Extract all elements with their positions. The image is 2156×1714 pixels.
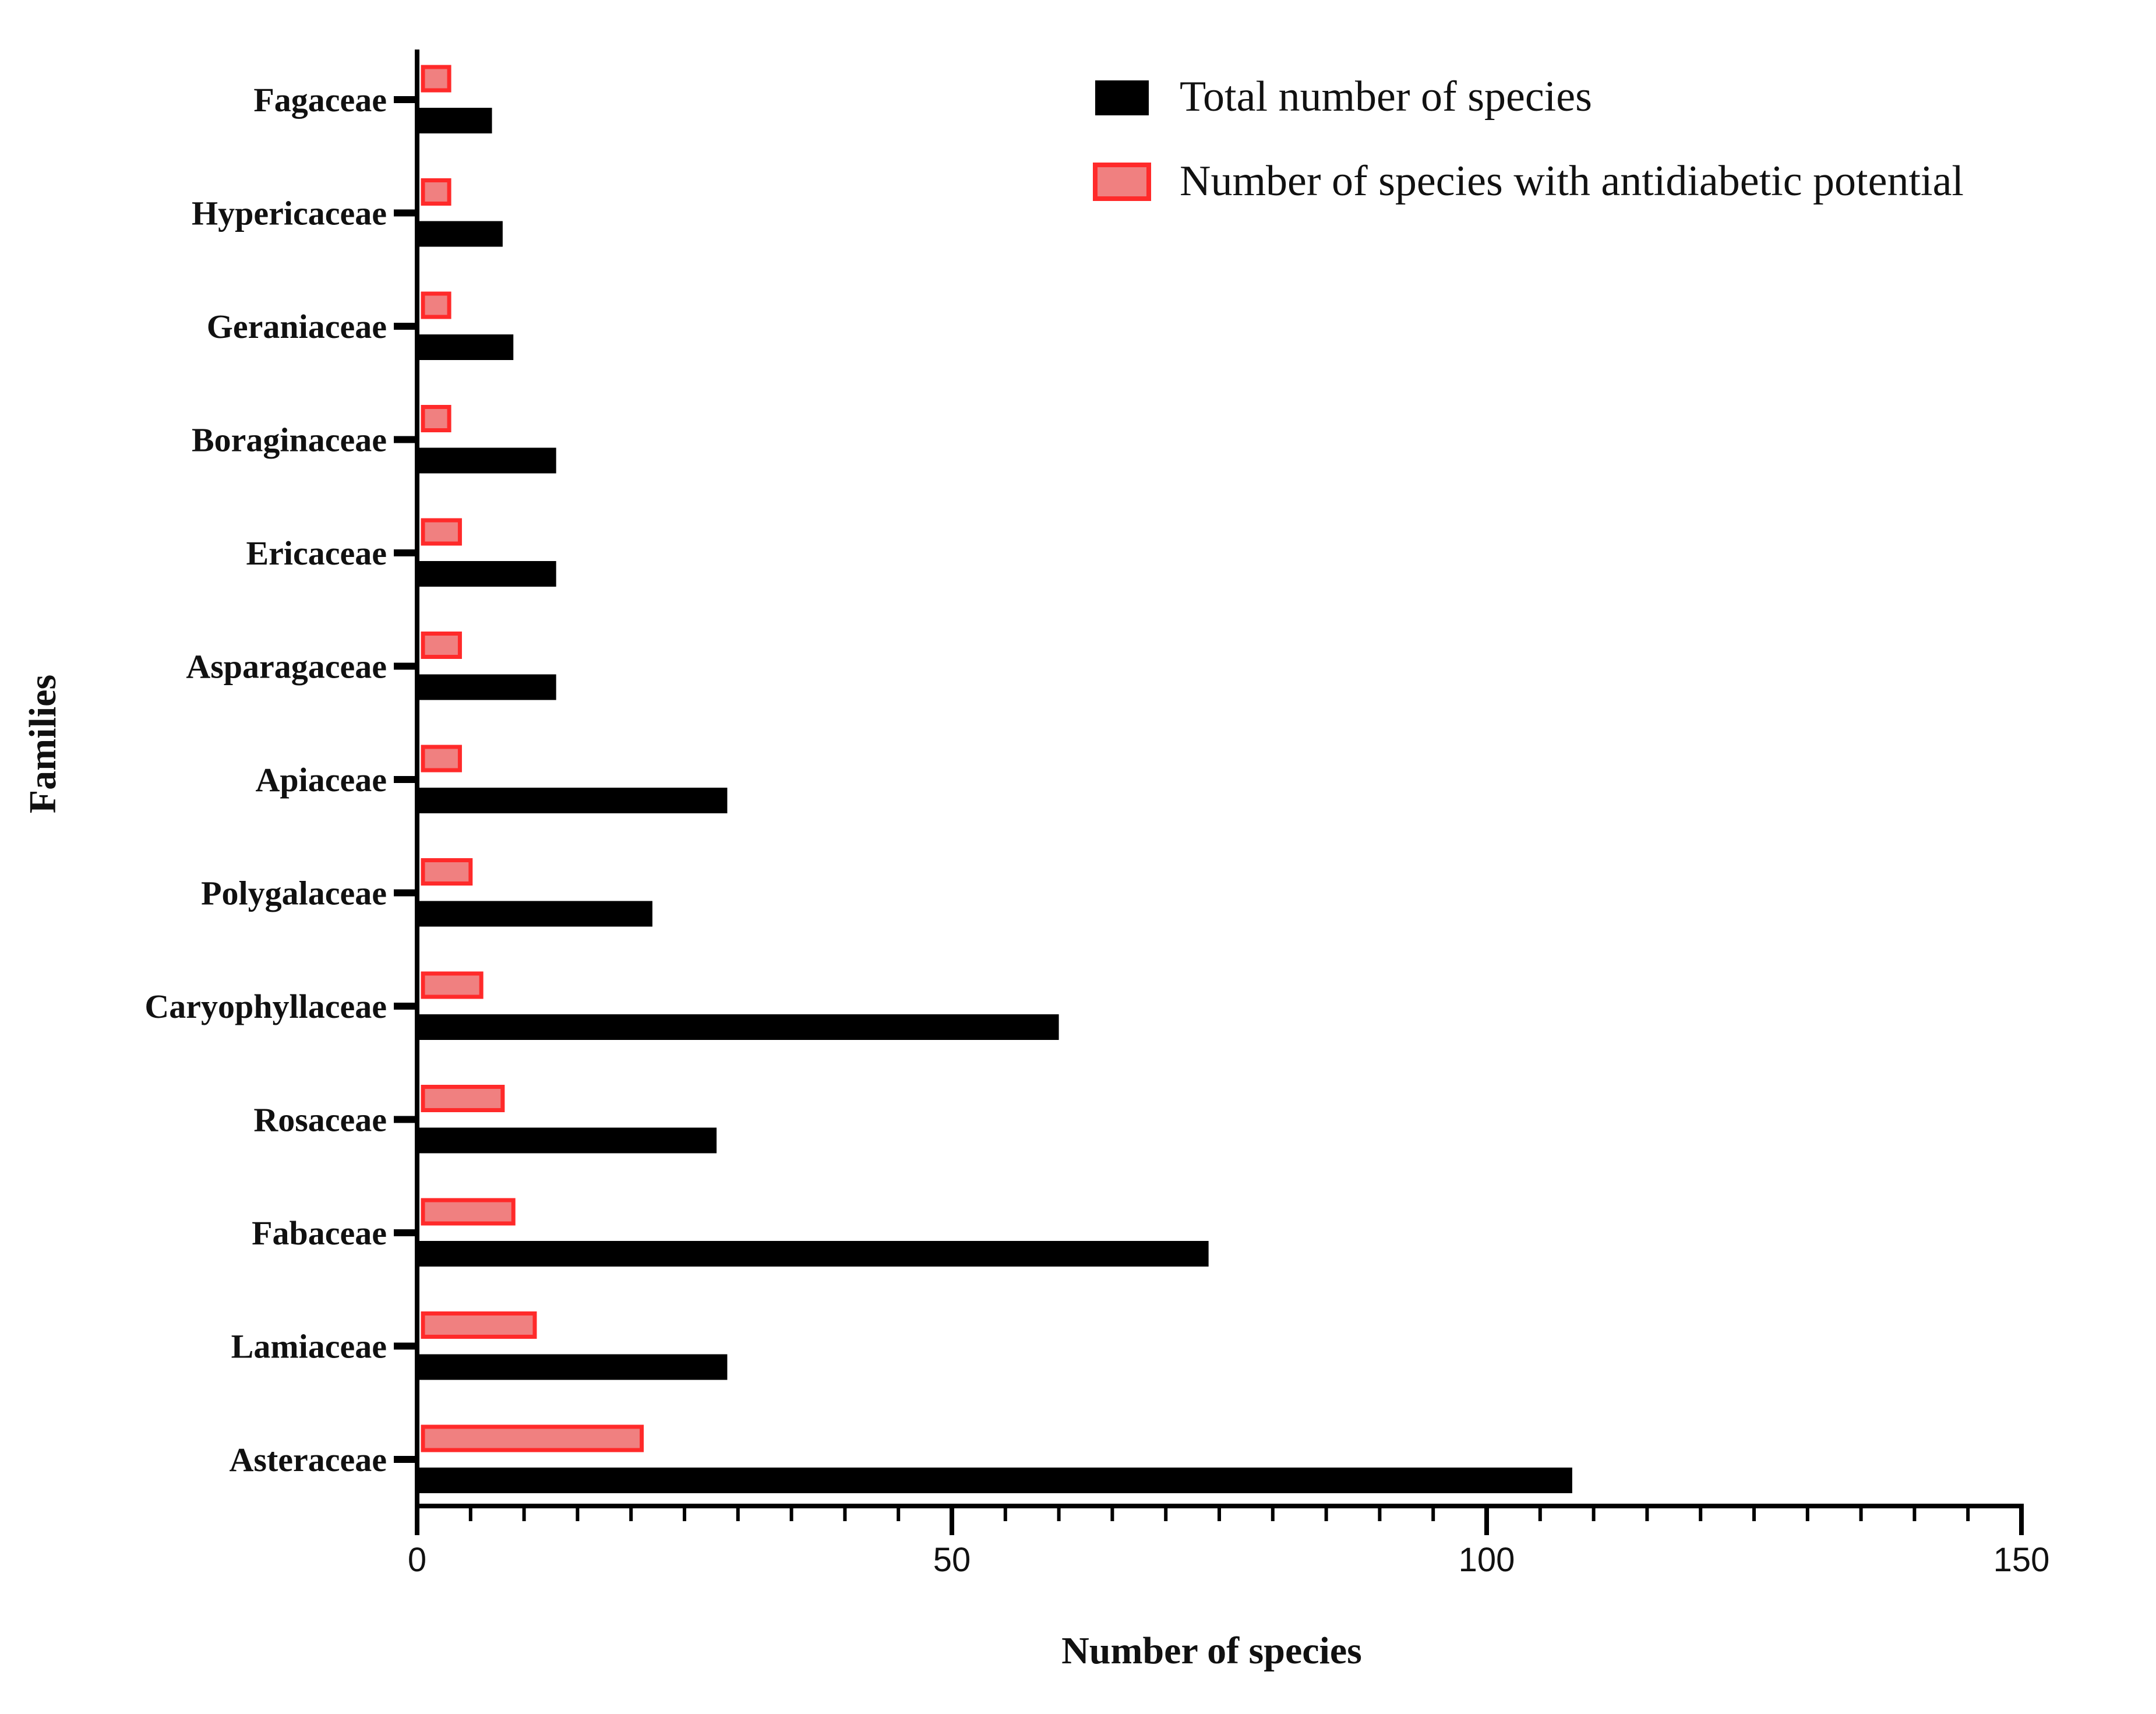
y-tick-label-polygalaceae: Polygalaceae xyxy=(201,874,387,912)
legend: Total number of species Number of specie… xyxy=(1093,73,1964,205)
bar-total-asteraceae xyxy=(417,1468,1572,1493)
bar-total-rosaceae xyxy=(417,1127,717,1154)
y-tick-label-apiaceae: Apiaceae xyxy=(256,761,387,799)
bar-antidiabetic-asteraceae xyxy=(421,1424,644,1452)
y-tick-label-fagaceae: Fagaceae xyxy=(253,81,387,119)
bar-antidiabetic-polygalaceae xyxy=(421,858,473,886)
x-tick-label-0: 0 xyxy=(408,1541,426,1579)
bar-total-lamiaceae xyxy=(417,1354,728,1380)
axes-layer xyxy=(394,50,2024,1535)
bars-layer xyxy=(417,65,1572,1493)
y-tick-label-boraginaceae: Boraginaceae xyxy=(192,421,387,459)
y-tick-label-lamiaceae: Lamiaceae xyxy=(231,1328,387,1366)
bar-antidiabetic-fabaceae xyxy=(421,1198,516,1226)
bar-antidiabetic-hypericaceae xyxy=(421,178,451,206)
bar-antidiabetic-apiaceae xyxy=(421,745,462,773)
legend-label-total: Total number of species xyxy=(1180,73,1592,121)
bar-total-apiaceae xyxy=(417,788,728,813)
legend-label-antidiabetic: Number of species with antidiabetic pote… xyxy=(1180,157,1964,205)
bar-total-ericaceae xyxy=(417,561,556,587)
labels-layer: Asteraceae Lamiaceae Fabaceae Rosaceae Caryo… xyxy=(144,81,2049,1579)
y-tick-label-caryophyllaceae: Caryophyllaceae xyxy=(144,988,387,1025)
x-tick-label-150: 150 xyxy=(1993,1541,2050,1579)
bar-total-hypericaceae xyxy=(417,221,503,247)
y-tick-label-ericaceae: Ericaceae xyxy=(246,534,387,572)
bar-total-polygalaceae xyxy=(417,901,652,927)
y-axis-title: Families xyxy=(22,675,64,813)
y-tick-label-hypericaceae: Hypericaceae xyxy=(192,195,387,232)
legend-swatch-total xyxy=(1095,80,1149,115)
y-tick-label-asteraceae: Asteraceae xyxy=(230,1441,387,1479)
bar-total-asparagaceae xyxy=(417,674,556,700)
bar-antidiabetic-asparagaceae xyxy=(421,632,462,659)
y-tick-label-rosaceae: Rosaceae xyxy=(253,1101,387,1139)
bar-antidiabetic-fagaceae xyxy=(421,65,451,93)
x-tick-label-50: 50 xyxy=(933,1541,971,1579)
bar-antidiabetic-ericaceae xyxy=(421,518,462,546)
bar-total-fabaceae xyxy=(417,1241,1209,1267)
bar-total-fagaceae xyxy=(417,108,492,133)
legend-swatch-antidiabetic xyxy=(1093,163,1151,201)
bar-antidiabetic-lamiaceae xyxy=(421,1311,537,1339)
y-tick-label-geraniaceae: Geraniaceae xyxy=(207,308,387,345)
bar-total-boraginaceae xyxy=(417,447,556,474)
bar-total-geraniaceae xyxy=(417,334,514,360)
bar-antidiabetic-boraginaceae xyxy=(421,405,451,432)
bar-total-caryophyllaceae xyxy=(417,1014,1059,1040)
bar-antidiabetic-rosaceae xyxy=(421,1085,505,1112)
bar-antidiabetic-caryophyllaceae xyxy=(421,971,484,999)
y-tick-label-fabaceae: Fabaceae xyxy=(252,1214,387,1252)
bar-antidiabetic-geraniaceae xyxy=(421,291,451,319)
x-axis-title: Number of species xyxy=(1061,1630,1362,1672)
x-tick-label-100: 100 xyxy=(1459,1541,1515,1579)
y-tick-label-asparagaceae: Asparagaceae xyxy=(186,648,387,686)
